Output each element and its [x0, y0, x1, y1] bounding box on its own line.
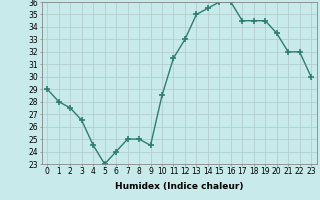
- X-axis label: Humidex (Indice chaleur): Humidex (Indice chaleur): [115, 182, 244, 191]
